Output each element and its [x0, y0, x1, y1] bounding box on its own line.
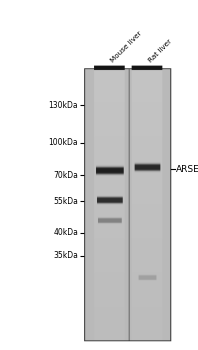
- Text: Mouse liver: Mouse liver: [110, 30, 144, 64]
- Text: 35kDa: 35kDa: [53, 251, 78, 260]
- Text: Rat liver: Rat liver: [148, 38, 173, 64]
- Text: ARSE: ARSE: [176, 164, 198, 174]
- Text: 130kDa: 130kDa: [49, 100, 78, 110]
- Text: 55kDa: 55kDa: [53, 197, 78, 206]
- Text: 40kDa: 40kDa: [53, 228, 78, 237]
- Text: 100kDa: 100kDa: [49, 138, 78, 147]
- Text: 70kDa: 70kDa: [53, 170, 78, 180]
